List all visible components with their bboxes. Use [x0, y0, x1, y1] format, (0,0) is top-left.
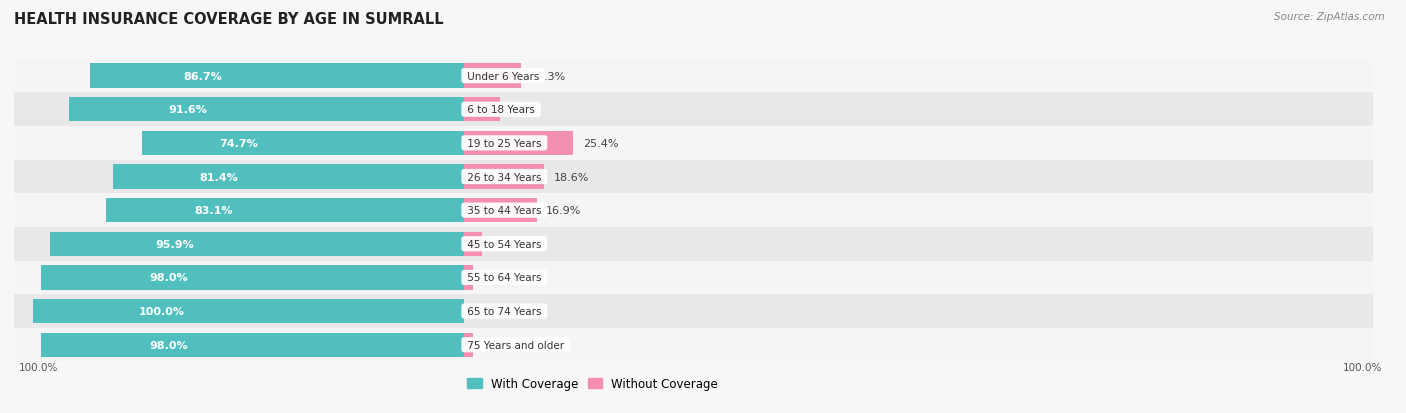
Bar	[14, 127, 1374, 160]
Bar	[69, 98, 464, 122]
Text: 19 to 25 Years: 19 to 25 Years	[464, 138, 544, 149]
Text: 100.0%: 100.0%	[139, 306, 186, 316]
Text: 100.0%: 100.0%	[1343, 362, 1382, 372]
Text: 86.7%: 86.7%	[183, 71, 222, 81]
Bar	[464, 333, 472, 357]
Text: 100.0%: 100.0%	[18, 362, 58, 372]
Bar	[41, 266, 464, 290]
Text: Under 6 Years: Under 6 Years	[464, 71, 543, 81]
Text: 45 to 54 Years: 45 to 54 Years	[464, 239, 544, 249]
Bar	[464, 98, 501, 122]
Text: 0.0%: 0.0%	[474, 306, 502, 316]
Text: 98.0%: 98.0%	[149, 340, 187, 350]
Bar	[14, 294, 1374, 328]
Text: 4.1%: 4.1%	[491, 239, 519, 249]
Bar	[41, 333, 464, 357]
Bar	[464, 165, 544, 189]
Bar	[14, 261, 1374, 294]
Bar	[14, 228, 1374, 261]
Text: 74.7%: 74.7%	[219, 138, 257, 149]
Text: 98.0%: 98.0%	[149, 273, 187, 283]
Text: HEALTH INSURANCE COVERAGE BY AGE IN SUMRALL: HEALTH INSURANCE COVERAGE BY AGE IN SUMR…	[14, 12, 444, 27]
Text: 95.9%: 95.9%	[155, 239, 194, 249]
Text: 16.9%: 16.9%	[546, 206, 582, 216]
Text: 6 to 18 Years: 6 to 18 Years	[464, 105, 538, 115]
Bar	[14, 93, 1374, 127]
Bar	[464, 64, 522, 88]
Bar	[14, 194, 1374, 228]
Bar	[105, 199, 464, 223]
Text: 2.1%: 2.1%	[482, 340, 510, 350]
Bar	[51, 232, 464, 256]
Text: 2.1%: 2.1%	[482, 273, 510, 283]
Bar	[112, 165, 464, 189]
Bar	[464, 232, 482, 256]
Text: 13.3%: 13.3%	[530, 71, 567, 81]
Text: 81.4%: 81.4%	[198, 172, 238, 182]
Bar	[14, 160, 1374, 194]
Legend: With Coverage, Without Coverage: With Coverage, Without Coverage	[463, 373, 723, 395]
Text: 75 Years and older: 75 Years and older	[464, 340, 568, 350]
Bar	[464, 131, 574, 156]
Bar	[14, 328, 1374, 362]
Text: 55 to 64 Years: 55 to 64 Years	[464, 273, 544, 283]
Bar	[142, 131, 464, 156]
Text: 83.1%: 83.1%	[194, 206, 232, 216]
Text: Source: ZipAtlas.com: Source: ZipAtlas.com	[1274, 12, 1385, 22]
Text: 18.6%: 18.6%	[554, 172, 589, 182]
Bar	[90, 64, 464, 88]
Bar	[464, 266, 472, 290]
Bar	[14, 59, 1374, 93]
Text: 65 to 74 Years: 65 to 74 Years	[464, 306, 544, 316]
Bar	[464, 199, 537, 223]
Bar	[32, 299, 464, 323]
Text: 25.4%: 25.4%	[583, 138, 619, 149]
Text: 35 to 44 Years: 35 to 44 Years	[464, 206, 544, 216]
Text: 91.6%: 91.6%	[169, 105, 207, 115]
Text: 26 to 34 Years: 26 to 34 Years	[464, 172, 544, 182]
Text: 8.4%: 8.4%	[509, 105, 538, 115]
